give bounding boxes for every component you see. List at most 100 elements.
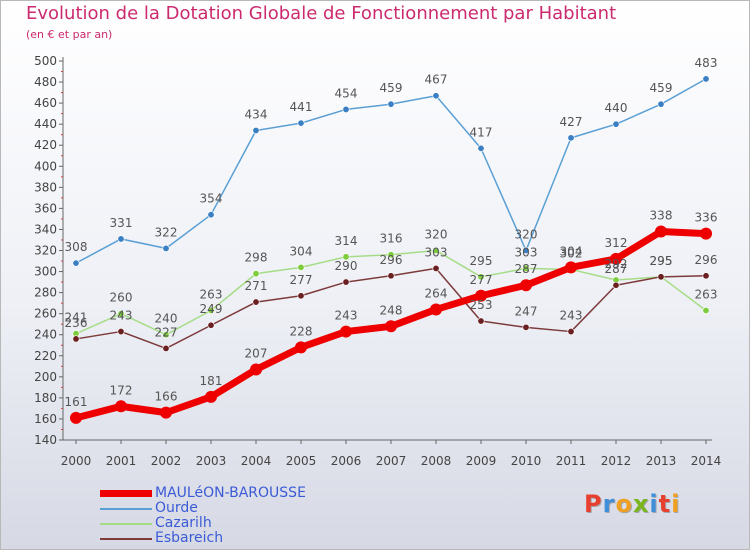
y-tick-label: 220 (34, 349, 57, 363)
data-point (117, 328, 125, 336)
data-label: 308 (65, 240, 88, 254)
y-tick-label: 240 (34, 328, 57, 342)
data-point (385, 320, 397, 333)
data-point (522, 323, 530, 331)
data-point (115, 400, 127, 413)
data-point (432, 247, 440, 255)
data-point (387, 100, 395, 108)
data-label: 227 (155, 325, 178, 339)
logo-letter: P (584, 490, 603, 518)
data-point (430, 303, 442, 316)
data-label: 296 (380, 253, 403, 267)
x-tick-label: 2000 (61, 454, 92, 468)
data-label: 459 (650, 81, 673, 95)
data-label: 236 (65, 316, 88, 330)
legend-swatch (100, 508, 152, 510)
data-point (295, 341, 307, 354)
series-maul-on-barousse (70, 225, 712, 424)
data-label: 303 (515, 245, 538, 259)
data-point (522, 264, 530, 272)
data-point (72, 335, 80, 343)
data-label: 260 (110, 291, 133, 305)
data-point (117, 235, 125, 243)
data-point (387, 272, 395, 280)
data-label: 304 (560, 244, 583, 258)
data-label: 287 (605, 262, 628, 276)
x-tick-label: 2008 (421, 454, 452, 468)
data-label: 247 (515, 304, 538, 318)
data-point (207, 307, 215, 315)
data-point (477, 273, 485, 281)
data-point (207, 211, 215, 219)
data-label: 248 (380, 303, 403, 317)
data-label: 298 (245, 251, 268, 265)
data-label: 316 (380, 232, 403, 246)
data-label: 295 (650, 254, 673, 268)
legend-item: MAULéON-BAROUSSE (100, 485, 380, 501)
data-point (657, 273, 665, 281)
data-label: 249 (200, 302, 223, 316)
y-tick-label: 440 (34, 117, 57, 131)
data-point (610, 252, 622, 265)
data-label: 207 (245, 346, 268, 360)
x-tick-label: 2010 (511, 454, 542, 468)
x-tick-label: 2013 (646, 454, 677, 468)
data-point (297, 119, 305, 127)
chart-subtitle: (en € et par an) (26, 28, 113, 41)
data-label: 295 (650, 254, 673, 268)
data-label: 454 (335, 86, 358, 100)
data-label: 440 (605, 101, 628, 115)
legend-item: Cazarilh (100, 515, 380, 531)
x-tick-label: 2005 (286, 454, 317, 468)
data-label: 228 (290, 324, 313, 338)
legend-label: MAULéON-BAROUSSE (155, 485, 306, 501)
data-label: 467 (425, 73, 448, 87)
data-point (162, 344, 170, 352)
data-point (702, 75, 710, 83)
data-label: 312 (605, 236, 628, 250)
data-label: 483 (695, 56, 718, 70)
data-point (612, 120, 620, 128)
y-tick-label: 160 (34, 412, 57, 426)
data-label: 264 (425, 286, 448, 300)
data-label: 336 (695, 211, 718, 225)
data-point (342, 278, 350, 286)
x-tick-label: 2011 (556, 454, 587, 468)
y-tick-label: 140 (34, 433, 57, 447)
data-point (252, 270, 260, 278)
data-label: 303 (425, 245, 448, 259)
x-tick-label: 2007 (376, 454, 407, 468)
x-tick-label: 2009 (466, 454, 497, 468)
y-tick-label: 280 (34, 286, 57, 300)
logo-letter: o (615, 490, 633, 518)
legend-label: Cazarilh (155, 515, 212, 531)
data-point (477, 317, 485, 325)
data-point (252, 298, 260, 306)
legend-swatch (100, 490, 152, 497)
proxiti-logo: Proxiti (584, 490, 680, 518)
data-label: 331 (110, 216, 133, 230)
data-label: 240 (155, 312, 178, 326)
data-point (205, 390, 217, 403)
data-label: 295 (470, 254, 493, 268)
data-point (432, 264, 440, 272)
y-tick-label: 260 (34, 307, 57, 321)
y-tick-label: 480 (34, 75, 57, 89)
data-label: 427 (560, 115, 583, 129)
data-point (565, 261, 577, 274)
data-label: 243 (560, 309, 583, 323)
data-point (655, 225, 667, 238)
y-tick-label: 340 (34, 222, 57, 236)
x-tick-label: 2001 (106, 454, 137, 468)
data-label: 277 (470, 273, 493, 287)
y-tick-label: 420 (34, 138, 57, 152)
data-point (477, 144, 485, 152)
legend-label: Esbareich (155, 530, 224, 546)
data-point (387, 251, 395, 259)
y-tick-label: 300 (34, 265, 57, 279)
x-tick-label: 2012 (601, 454, 632, 468)
data-label: 271 (245, 279, 268, 293)
data-label: 243 (335, 309, 358, 323)
data-label: 322 (155, 225, 178, 239)
data-label: 290 (335, 259, 358, 273)
